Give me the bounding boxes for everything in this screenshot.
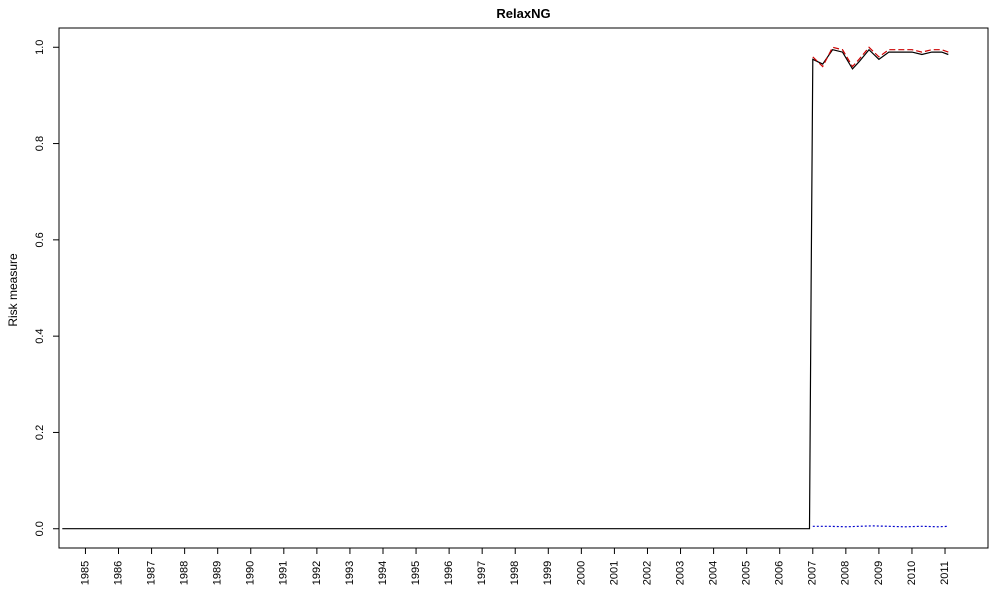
y-axis-label: Risk measure (6, 253, 20, 327)
x-tick-label: 2007 (807, 561, 819, 585)
x-tick-label: 1998 (509, 561, 521, 585)
x-axis: 1985 1986 1987 1988 1989 1990 1991 1992 1993 1994… (79, 548, 951, 585)
x-tick-label: 2000 (575, 561, 587, 585)
x-tick-label: 1997 (476, 561, 488, 585)
x-tick-label: 1993 (344, 561, 356, 585)
x-tick-label: 1999 (542, 561, 554, 585)
y-tick-label: 0.2 (34, 425, 46, 440)
x-tick-label: 1995 (410, 561, 422, 585)
x-tick-label: 2011 (939, 561, 951, 585)
x-tick-label: 1994 (377, 561, 389, 585)
y-axis: 0.0 0.2 0.4 0.6 0.8 1.0 (34, 40, 59, 536)
x-tick-label: 2006 (774, 561, 786, 585)
x-tick-label: 1996 (443, 561, 455, 585)
x-tick-label: 1986 (112, 561, 124, 585)
x-tick-label: 2008 (840, 561, 852, 585)
series-line-2 (812, 46, 949, 68)
x-tick-label: 2005 (741, 561, 753, 585)
x-tick-label: 2002 (641, 561, 653, 585)
x-tick-label: 1988 (179, 561, 191, 585)
series-line-3 (812, 525, 949, 528)
series-layer (62, 46, 949, 530)
y-tick-label: 0.4 (34, 328, 46, 343)
x-tick-label: 2003 (674, 561, 686, 585)
x-tick-label: 1990 (245, 561, 257, 585)
x-tick-label: 1992 (311, 561, 323, 585)
x-tick-label: 1985 (79, 561, 91, 585)
series-line-1 (62, 48, 949, 530)
y-tick-label: 1.0 (34, 40, 46, 55)
x-tick-label: 1989 (212, 561, 224, 585)
x-tick-label: 1991 (278, 561, 290, 585)
y-tick-label: 0.8 (34, 136, 46, 151)
x-tick-label: 2001 (608, 561, 620, 585)
y-tick-label: 0.0 (34, 521, 46, 536)
chart-title: RelaxNG (496, 6, 550, 21)
x-tick-label: 2004 (708, 561, 720, 585)
plot-frame (58, 27, 989, 549)
x-tick-label: 2010 (906, 561, 918, 585)
x-tick-label: 1987 (145, 561, 157, 585)
x-tick-label: 2009 (873, 561, 885, 585)
y-tick-label: 0.6 (34, 232, 46, 247)
